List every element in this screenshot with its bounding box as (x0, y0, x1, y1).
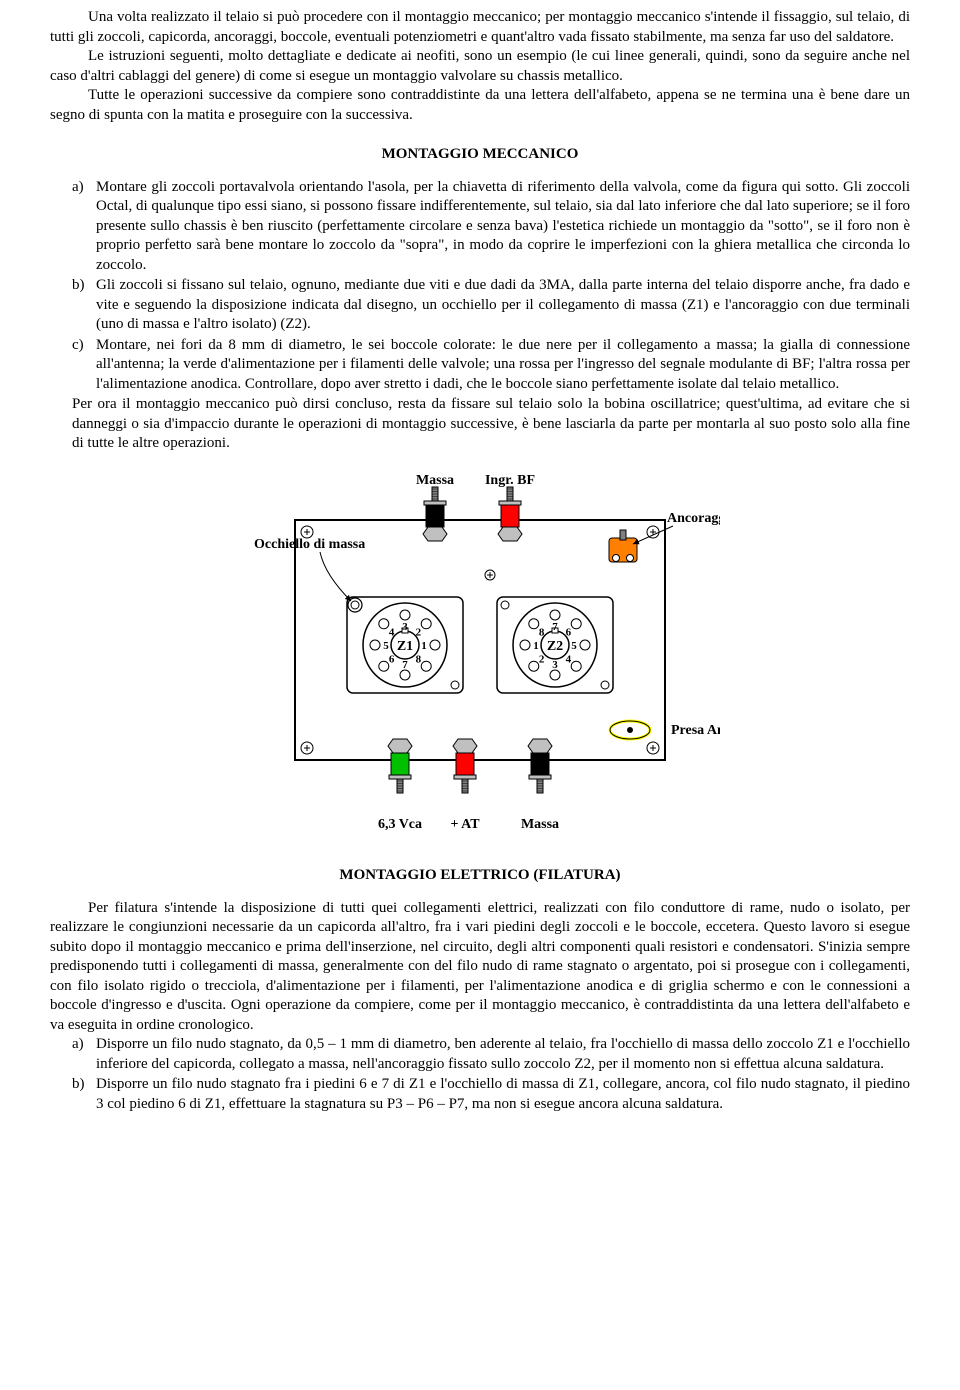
paragraph-after-list-a: Per ora il montaggio meccanico può dirsi… (72, 395, 910, 454)
list-item-b: b) Gli zoccoli si fissano sul telaio, og… (72, 276, 910, 335)
list-marker: b) (72, 1075, 96, 1114)
list-body: Disporre un filo nudo stagnato fra i pie… (96, 1075, 910, 1114)
list-body: Montare, nei fori da 8 mm di diametro, l… (96, 336, 910, 395)
list-marker: a) (72, 178, 96, 276)
paragraph-intro-2: Le istruzioni seguenti, molto dettagliat… (50, 47, 910, 86)
list-marker: a) (72, 1035, 96, 1074)
heading-montaggio-elettrico: MONTAGGIO ELETTRICO (FILATURA) (50, 866, 910, 886)
list-body: Gli zoccoli si fissano sul telaio, ognun… (96, 276, 910, 335)
list-item-a: a) Montare gli zoccoli portavalvola orie… (72, 178, 910, 276)
svg-text:8: 8 (416, 653, 422, 665)
svg-text:Z1: Z1 (397, 639, 413, 654)
svg-text:Massa: Massa (416, 473, 454, 488)
svg-text:8: 8 (539, 626, 545, 638)
heading-montaggio-meccanico: MONTAGGIO MECCANICO (50, 145, 910, 165)
list-meccanico: a) Montare gli zoccoli portavalvola orie… (72, 178, 910, 395)
chassis-diagram: Massa Ingr. BF 6,3 Vca + AT Massa Presa Ant. A… (50, 470, 910, 847)
svg-text:6,3 Vca: 6,3 Vca (378, 817, 422, 832)
paragraph-intro-1: Una volta realizzato il telaio si può pr… (50, 8, 910, 47)
svg-text:+ AT: + AT (450, 817, 480, 832)
svg-text:Occhiello di massa: Occhiello di massa (254, 537, 365, 552)
svg-text:Presa Ant.: Presa Ant. (671, 723, 720, 738)
svg-text:5: 5 (383, 640, 389, 652)
list-item-a: a) Disporre un filo nudo stagnato, da 0,… (72, 1035, 910, 1074)
svg-text:5: 5 (571, 640, 577, 652)
svg-text:7: 7 (552, 621, 558, 633)
list-body: Disporre un filo nudo stagnato, da 0,5 –… (96, 1035, 910, 1074)
svg-text:6: 6 (566, 626, 572, 638)
svg-text:2: 2 (416, 626, 422, 638)
list-item-c: c) Montare, nei fori da 8 mm di diametro… (72, 336, 910, 395)
svg-text:1: 1 (421, 640, 427, 652)
svg-text:3: 3 (552, 659, 558, 671)
list-item-b: b) Disporre un filo nudo stagnato fra i … (72, 1075, 910, 1114)
list-marker: b) (72, 276, 96, 335)
svg-text:2: 2 (539, 653, 545, 665)
svg-text:7: 7 (402, 659, 408, 671)
svg-text:6: 6 (389, 653, 395, 665)
paragraph-intro-3: Tutte le operazioni successive da compie… (50, 86, 910, 125)
svg-text:Z2: Z2 (547, 639, 563, 654)
svg-text:3: 3 (402, 621, 408, 633)
svg-text:Massa: Massa (521, 817, 559, 832)
svg-text:Ingr. BF: Ingr. BF (485, 473, 535, 488)
svg-text:4: 4 (389, 626, 395, 638)
paragraph-filatura: Per filatura s'intende la disposizione d… (50, 899, 910, 1036)
svg-text:1: 1 (533, 640, 539, 652)
list-marker: c) (72, 336, 96, 395)
svg-text:4: 4 (566, 653, 572, 665)
list-elettrico: a) Disporre un filo nudo stagnato, da 0,… (72, 1035, 910, 1114)
list-body: Montare gli zoccoli portavalvola orienta… (96, 178, 910, 276)
svg-text:Ancoraggio: Ancoraggio (667, 511, 720, 526)
